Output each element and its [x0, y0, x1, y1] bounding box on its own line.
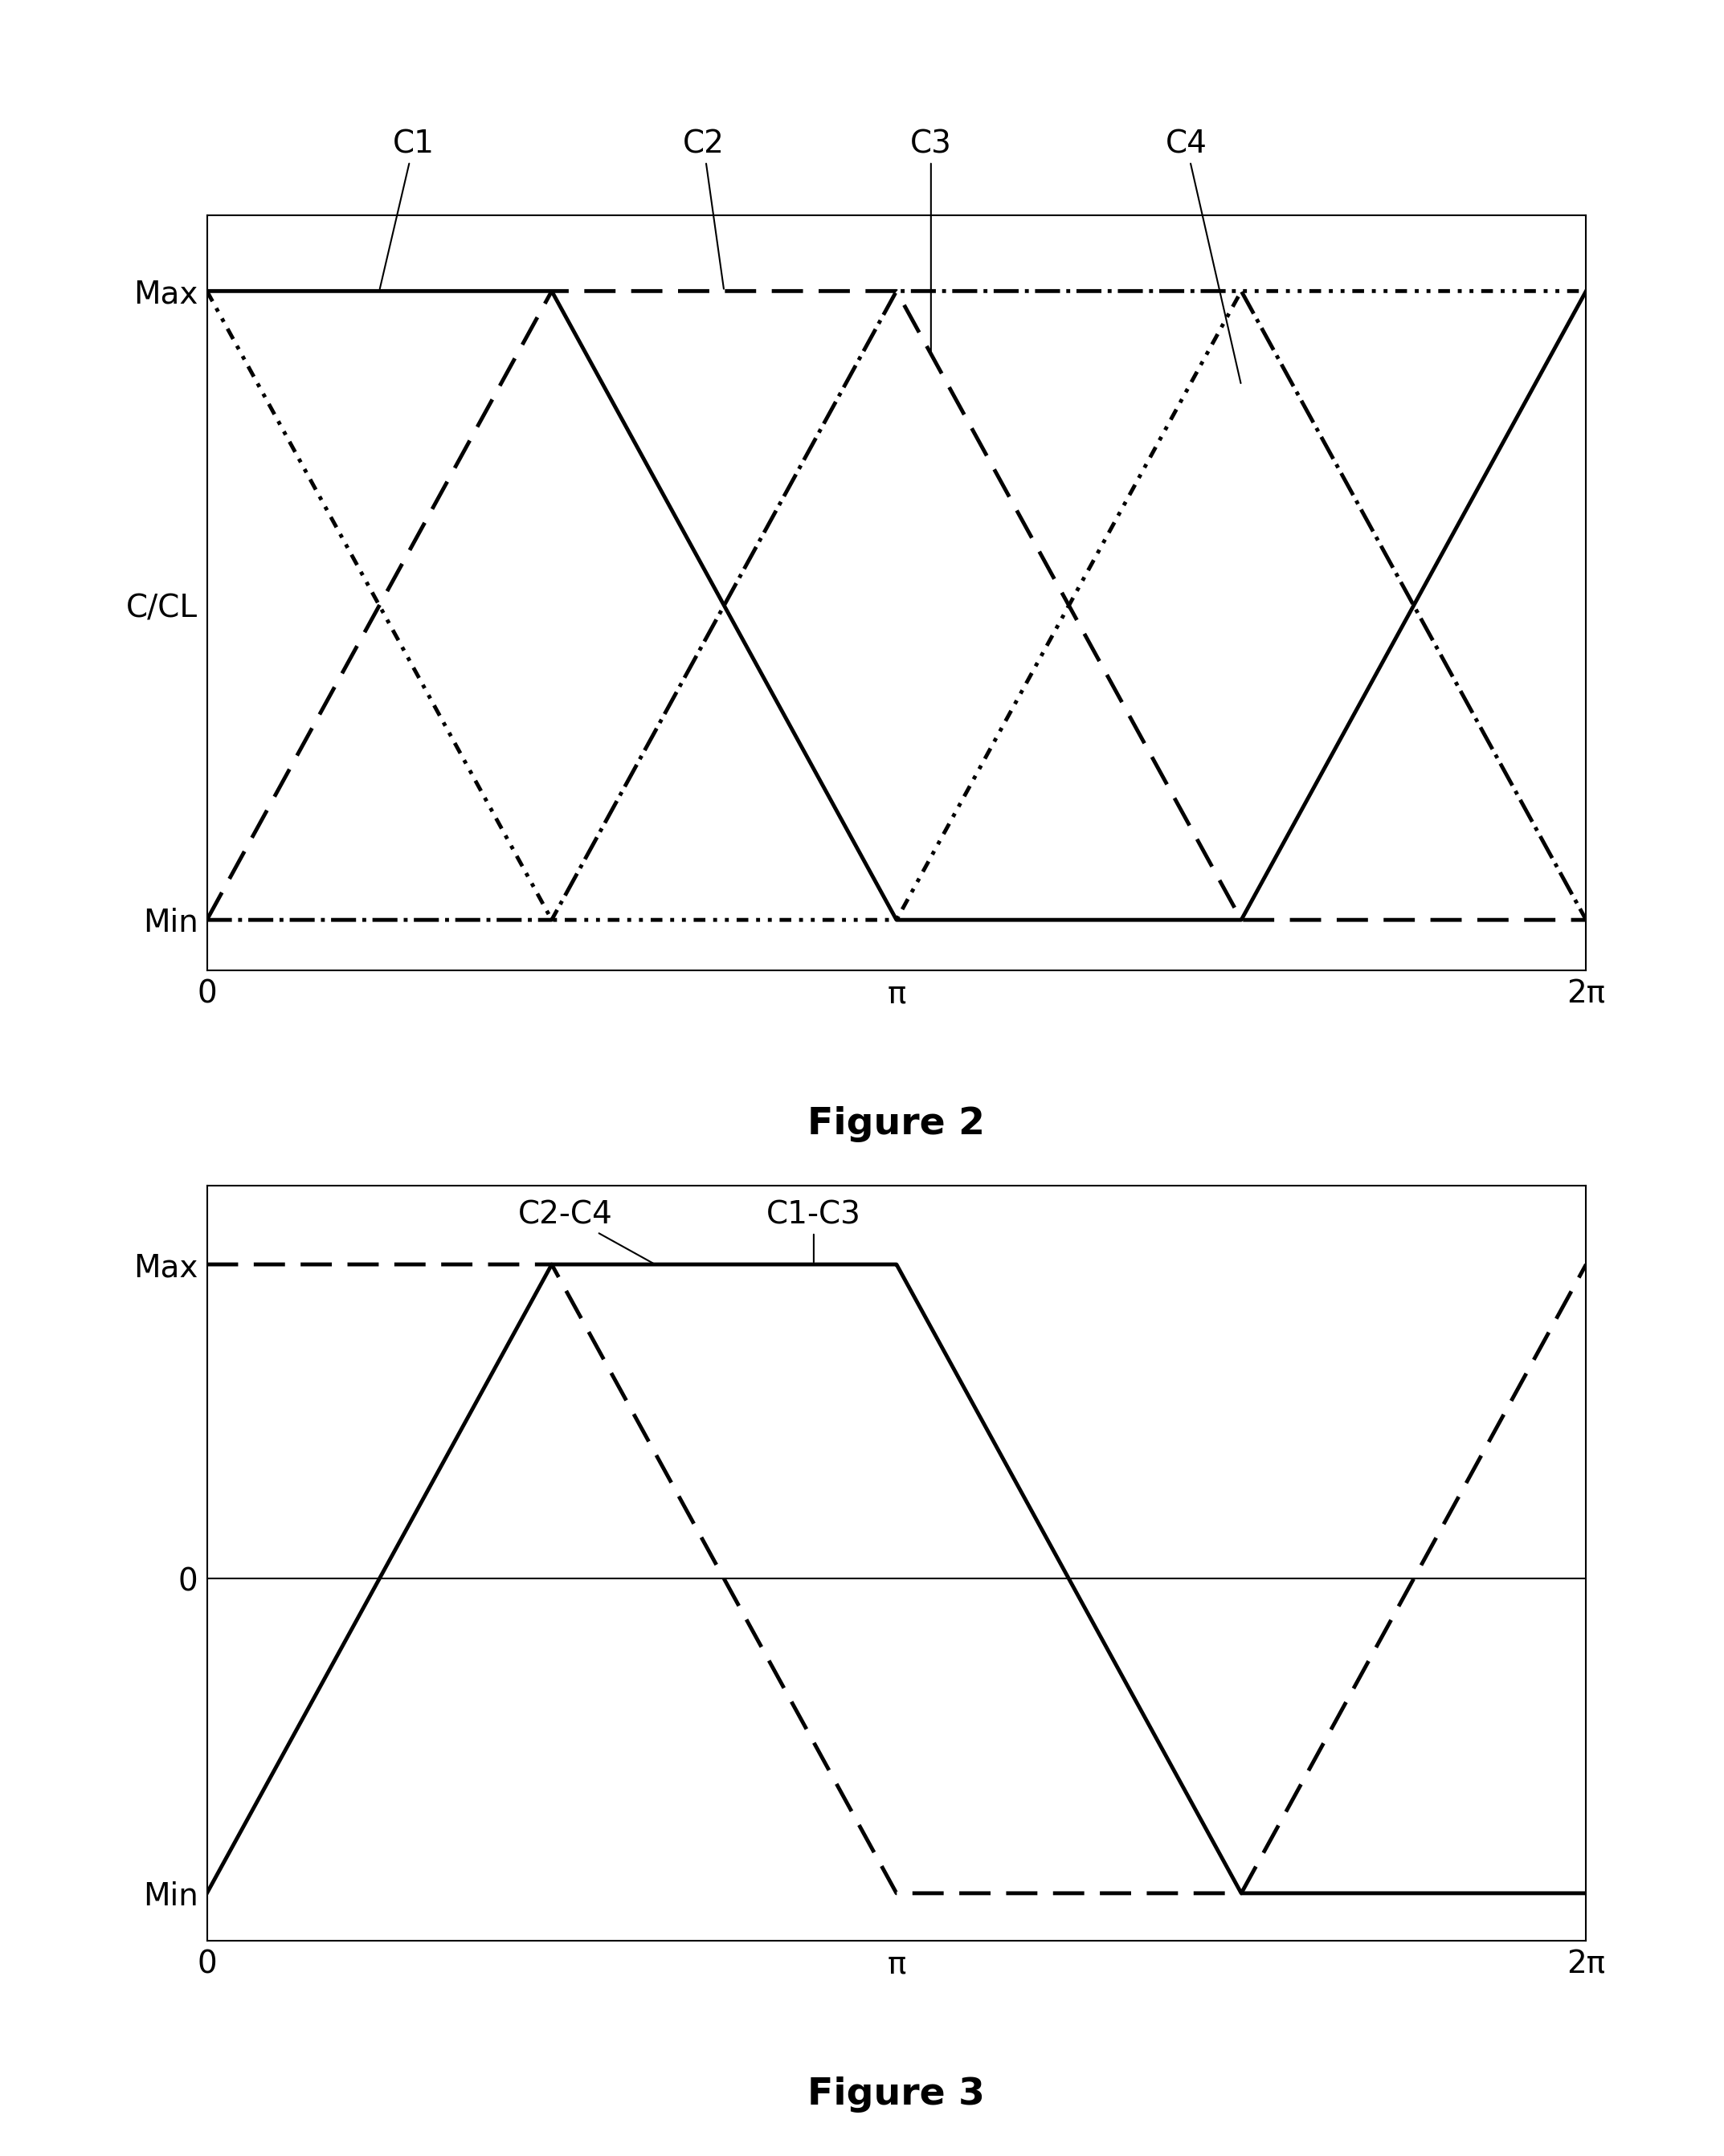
Text: C2: C2 [683, 129, 724, 289]
Text: Figure 3: Figure 3 [809, 2076, 984, 2113]
Text: C2-C4: C2-C4 [519, 1199, 653, 1263]
Text: Figure 2: Figure 2 [809, 1106, 984, 1143]
Text: C4: C4 [1165, 129, 1241, 384]
Text: C1: C1 [379, 129, 434, 289]
Text: C3: C3 [910, 129, 952, 351]
Text: C1-C3: C1-C3 [767, 1199, 860, 1261]
